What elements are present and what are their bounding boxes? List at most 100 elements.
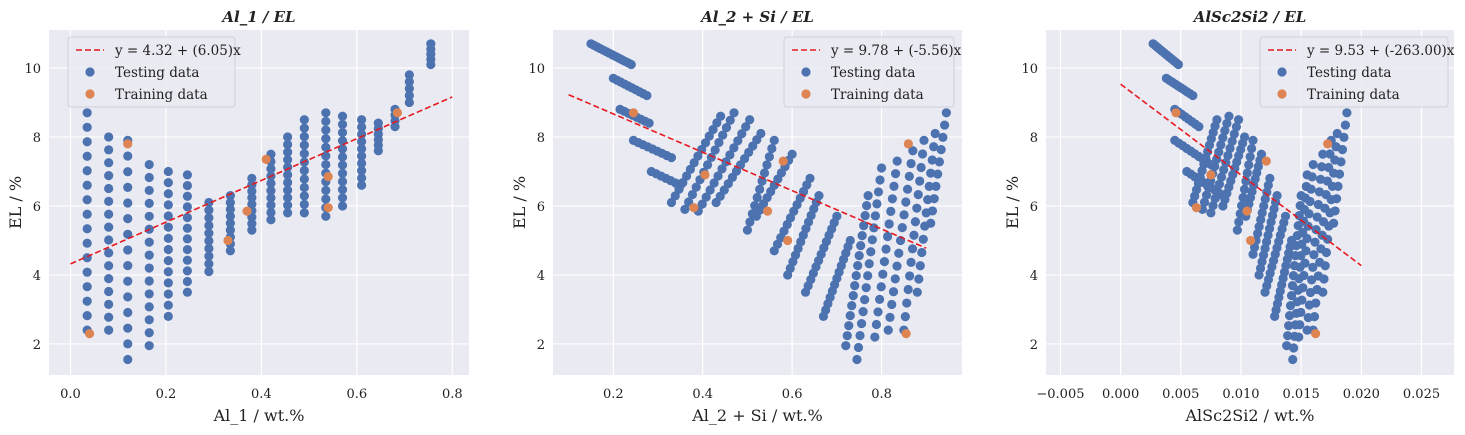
chart-2-testing-point	[879, 257, 890, 267]
chart-3-testing-point	[1262, 187, 1272, 197]
chart-1-testing-point	[123, 182, 133, 192]
chart-3-testing-point	[1340, 120, 1351, 130]
chart-3-testing-point	[1309, 311, 1320, 322]
chart-2-testing-point	[855, 330, 865, 341]
chart-2-testing-point	[857, 231, 867, 241]
chart-1-testing-point	[283, 147, 293, 157]
chart-2-legend-box	[783, 36, 955, 108]
chart-1-legend-series-label: Testing data	[115, 65, 199, 81]
chart-2-testing-point	[845, 235, 855, 246]
chart-3-testing-point	[1257, 208, 1267, 218]
chart-1-testing-point	[104, 196, 114, 206]
chart-3-testing-point	[1332, 128, 1342, 139]
chart-1-testing-point	[337, 144, 348, 154]
chart-3-testing-point	[1331, 194, 1342, 204]
chart-2-testing-point	[864, 259, 874, 269]
chart-2-testing-point	[787, 149, 797, 159]
chart-1-testing-point	[357, 180, 367, 190]
chart-3-testing-point	[1288, 354, 1298, 365]
chart-3-testing-point	[1297, 295, 1307, 305]
chart-2-testing-point	[873, 187, 884, 197]
chart-2-testing-point	[847, 301, 857, 311]
chart-3-testing-point	[1199, 197, 1210, 207]
chart-3: −0.005 0.000 0.005 0.010 0.015 0.020 0.025 2 4 6 8…	[1003, 8, 1455, 425]
chart-1-x-tick-label: 0.4	[251, 387, 272, 402]
chart-1-testing-point	[321, 159, 331, 170]
chart-3-testing-point	[1206, 208, 1216, 218]
chart-1-testing-point	[266, 164, 276, 174]
chart-2-testing-point	[875, 175, 885, 185]
chart-1-testing-point	[82, 238, 92, 248]
chart-2-testing-point	[713, 171, 723, 181]
chart-2-testing-point	[918, 234, 928, 244]
chart-2-training-point	[689, 203, 699, 213]
chart-2-testing-point	[729, 108, 739, 118]
chart-1-testing-point	[204, 266, 214, 277]
chart-1-testing-point	[204, 236, 214, 246]
chart-1-testing-point	[182, 276, 193, 287]
chart-3-y-tick-label: 8	[1030, 131, 1038, 146]
chart-3-testing-point	[1311, 225, 1321, 235]
chart-1-testing-point	[299, 182, 309, 193]
chart-2-testing-point	[701, 192, 711, 202]
chart-1-testing-point	[144, 289, 154, 299]
chart-1-testing-point	[337, 185, 348, 195]
chart-3-testing-point	[1210, 161, 1220, 172]
chart-2-testing-point	[902, 184, 913, 194]
chart-1-y-tick-label: 4	[33, 269, 41, 284]
chart-1-testing-point	[163, 289, 173, 299]
chart-1-testing-point	[299, 140, 309, 150]
chart-1-testing-point	[299, 191, 309, 201]
chart-1-testing-point	[144, 172, 154, 183]
chart-2-testing-point	[934, 157, 945, 167]
chart-1-testing-point	[104, 299, 114, 309]
chart-1-testing-point	[390, 122, 400, 132]
chart-1-testing-point	[357, 151, 367, 161]
chart-1-testing-point	[182, 180, 193, 191]
chart-2-testing-point	[927, 155, 937, 165]
chart-3-testing-point	[1173, 59, 1183, 70]
chart-2-testing-point	[900, 311, 910, 322]
chart-2-testing-point	[871, 319, 882, 330]
chart-1-testing-point	[163, 244, 173, 255]
chart-1-training-point	[261, 154, 271, 164]
chart-1-testing-point	[225, 225, 235, 235]
chart-2-testing-point	[842, 331, 852, 341]
chart-3-testing-point	[1319, 274, 1329, 284]
chart-2-testing-point	[769, 135, 779, 145]
chart-2-testing-point	[856, 241, 866, 251]
chart-2-testing-point	[725, 115, 735, 125]
chart-1-testing-point	[144, 263, 154, 273]
chart-3-testing-point	[1339, 132, 1349, 142]
chart-1-testing-point	[337, 193, 348, 203]
chart-1-testing-point	[144, 315, 154, 325]
chart-3-testing-point	[1308, 159, 1318, 170]
chart-3-testing-point	[1310, 237, 1320, 247]
chart-1-training-point	[242, 206, 252, 216]
chart-3-testing-point	[1212, 115, 1222, 125]
chart-2-testing-point	[710, 145, 720, 155]
chart-2-title: Al_2 + Si / EL	[699, 8, 814, 26]
chart-1-testing-point	[104, 209, 114, 219]
chart-3-testing-point	[1212, 154, 1222, 164]
chart-1-training-point	[123, 139, 133, 149]
chart-1-testing-point	[247, 186, 257, 196]
chart-1-testing-point	[204, 259, 214, 269]
chart-1-testing-point	[82, 296, 92, 306]
chart-1-testing-point	[144, 250, 154, 260]
chart-1-legend-fit-label: y = 4.32 + (6.05)x	[114, 43, 241, 59]
chart-1-testing-point	[104, 325, 114, 335]
chart-2-testing-point	[666, 153, 677, 163]
chart-2-testing-point	[745, 217, 755, 227]
chart-2-testing-point	[892, 261, 902, 271]
chart-2-legend-series-label: Training data	[831, 87, 924, 103]
chart-1-testing-point	[299, 199, 309, 209]
chart-2-testing-point	[741, 122, 751, 132]
chart-1-testing-point	[82, 151, 92, 161]
chart-1-testing-point	[225, 218, 235, 228]
chart-1-testing-point	[163, 177, 173, 188]
chart-1-testing-point	[123, 354, 133, 365]
chart-3-testing-point	[1311, 298, 1321, 308]
chart-2-testing-point	[908, 146, 918, 156]
chart-1-testing-point	[283, 139, 293, 150]
